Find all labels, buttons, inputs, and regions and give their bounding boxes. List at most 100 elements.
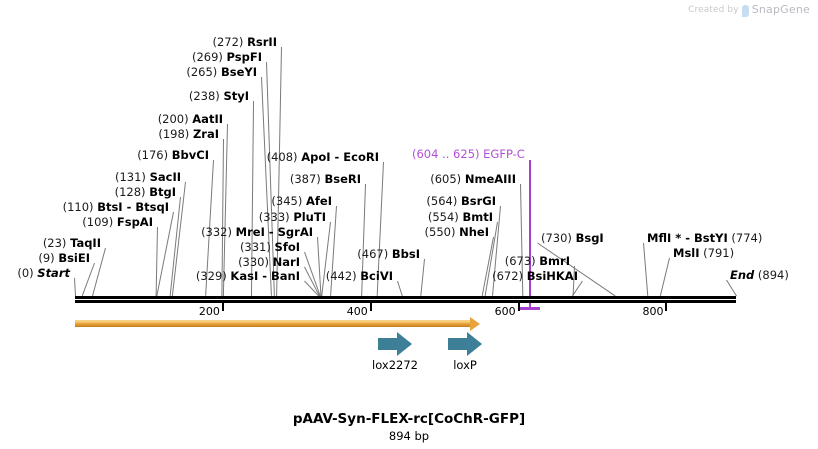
enzyme-site-name: Start (37, 266, 70, 280)
enzyme-site-label[interactable]: (387) BseRI (290, 173, 361, 185)
enzyme-site-label[interactable]: (333) PluTI (259, 211, 326, 223)
enzyme-site-name: BciVI (360, 269, 393, 283)
enzyme-site-name: SfoI (274, 240, 300, 254)
enzyme-site-name: BsgI (575, 231, 604, 245)
enzyme-site-name: NheI (459, 225, 489, 239)
enzyme-site-label[interactable]: (550) NheI (425, 226, 489, 238)
enzyme-site-position: (554) (427, 210, 463, 224)
enzyme-site-name: BbvCI (171, 148, 209, 162)
enzyme-site-label[interactable]: (564) BsrGI (426, 195, 496, 207)
enzyme-site-label[interactable]: (330) NarI (238, 256, 300, 268)
enzyme-site-label[interactable]: MslI (791) (673, 247, 734, 259)
enzyme-site-position: (387) (289, 172, 325, 186)
enzyme-site-label[interactable]: (673) BmrI (505, 255, 570, 267)
feature-range: (604 .. 625) (412, 147, 484, 161)
orf-arrow-body[interactable] (75, 320, 471, 327)
enzyme-site-position: (564) (426, 194, 461, 208)
plasmid-length: 894 bp (388, 429, 430, 443)
enzyme-site-label[interactable]: (0) Start (17, 267, 70, 279)
enzyme-site-name: KasI - BanI (230, 269, 300, 283)
snapgene-logo-icon (741, 4, 749, 17)
enzyme-site-position: (198) (158, 127, 193, 141)
enzyme-site-name: TaqII (70, 236, 101, 250)
enzyme-site-label[interactable]: (269) PspFI (192, 51, 262, 63)
ruler-tick-label: 400 (346, 305, 368, 318)
lox-arrow-icon[interactable] (448, 332, 482, 356)
enzyme-site-label[interactable]: (345) AfeI (271, 195, 332, 207)
enzyme-site-name: BseRI (324, 172, 361, 186)
enzyme-site-label[interactable]: (200) AatII (158, 113, 223, 125)
ruler-tick-label: 200 (198, 305, 220, 318)
lox-label: loxP (453, 358, 477, 372)
enzyme-site-position: (0) (17, 266, 38, 280)
enzyme-leader-line (169, 196, 181, 297)
enzyme-site-label[interactable]: (131) SacII (115, 171, 181, 183)
enzyme-site-position: (329) (195, 269, 231, 283)
lox-feature[interactable]: loxP (448, 332, 482, 372)
lox-label: lox2272 (372, 358, 418, 372)
enzyme-site-label[interactable]: (467) BbsI (357, 248, 420, 260)
enzyme-site-position: (238) (188, 89, 224, 103)
enzyme-site-label[interactable]: (23) TaqII (43, 237, 101, 249)
enzyme-site-label[interactable]: (672) BsiHKAI (492, 270, 578, 282)
enzyme-site-label[interactable]: (9) BsiEI (38, 252, 90, 264)
feature-name: EGFP-C (483, 147, 525, 161)
enzyme-site-position: (265) (186, 65, 221, 79)
enzyme-site-name: BtsI - BtsqI (97, 200, 169, 214)
enzyme-site-label[interactable]: (605) NmeAIII (430, 173, 516, 185)
enzyme-leader-line (397, 280, 403, 297)
enzyme-site-name: NmeAIII (464, 172, 516, 186)
enzyme-site-label[interactable]: (554) BmtI (428, 211, 493, 223)
enzyme-site-name: BsrGI (461, 194, 496, 208)
enzyme-site-position: (467) (357, 247, 392, 261)
enzyme-site-position: (176) (137, 148, 172, 162)
enzyme-site-label[interactable]: (408) ApoI - EcoRI (267, 151, 379, 163)
enzyme-site-name: BsiEI (58, 251, 90, 265)
ruler-tick (665, 303, 668, 311)
enzyme-site-name: SacII (149, 170, 181, 184)
enzyme-site-name: MslI (673, 246, 700, 260)
enzyme-site-position: (23) (42, 236, 71, 250)
enzyme-site-name: StyI (223, 89, 249, 103)
enzyme-site-label[interactable]: (110) BtsI - BtsqI (63, 201, 169, 213)
enzyme-site-position: (774) (727, 231, 763, 245)
enzyme-site-position: (894) (754, 268, 789, 282)
enzyme-site-label[interactable]: (198) ZraI (158, 128, 219, 140)
enzyme-site-position: (673) (504, 254, 540, 268)
enzyme-site-label[interactable]: (128) BtgI (115, 186, 176, 198)
enzyme-site-position: (131) (114, 170, 150, 184)
enzyme-site-label[interactable]: MflI * - BstYI (774) (647, 232, 762, 244)
enzyme-site-label[interactable]: (442) BciVI (326, 270, 393, 282)
enzyme-site-name: AatII (192, 112, 223, 126)
lox-arrow-head (397, 332, 412, 356)
enzyme-site-label[interactable]: (332) MreI - SgrAI (201, 226, 313, 238)
enzyme-site-label[interactable]: (730) BsgI (541, 232, 604, 244)
enzyme-site-label[interactable]: (265) BseYI (186, 66, 257, 78)
feature-bar-egfp-c[interactable] (517, 307, 541, 310)
enzyme-leader-line (321, 221, 331, 297)
enzyme-site-name: MflI * - BstYI (647, 231, 728, 245)
enzyme-site-name: BmrI (539, 254, 570, 268)
enzyme-site-name: NarI (272, 255, 300, 269)
enzyme-site-name: BbsI (391, 247, 420, 261)
enzyme-site-label[interactable]: (329) KasI - BanI (196, 270, 300, 282)
enzyme-site-label[interactable]: (272) RsrII (212, 36, 277, 48)
enzyme-site-name: AfeI (306, 194, 332, 208)
enzyme-site-position: (330) (238, 255, 273, 269)
enzyme-site-name: BseYI (220, 65, 257, 79)
feature-label-egfp-c[interactable]: (604 .. 625) EGFP-C (412, 148, 525, 160)
enzyme-site-position: (408) (266, 150, 302, 164)
enzyme-site-position: (791) (699, 246, 735, 260)
enzyme-leader-line (726, 279, 737, 297)
enzyme-site-label[interactable]: (109) FspAI (82, 216, 153, 228)
lox-feature[interactable]: lox2272 (372, 332, 418, 372)
enzyme-site-position: (269) (191, 50, 227, 64)
enzyme-site-position: (333) (258, 210, 294, 224)
watermark-brand: SnapGene (751, 3, 810, 16)
enzyme-site-label[interactable]: (238) StyI (189, 90, 249, 102)
enzyme-site-label[interactable]: (331) SfoI (240, 241, 300, 253)
lox-arrow-icon[interactable] (378, 332, 412, 356)
enzyme-site-label[interactable]: (176) BbvCI (137, 149, 209, 161)
ruler-tick-label: 800 (642, 305, 664, 318)
enzyme-site-label[interactable]: End (894) (730, 269, 789, 281)
